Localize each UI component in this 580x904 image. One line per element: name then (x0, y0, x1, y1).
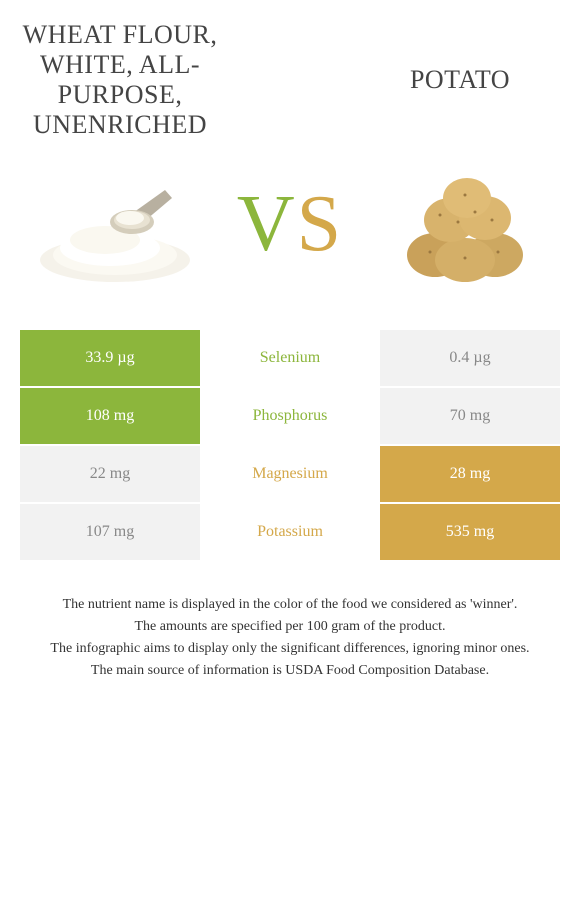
titles-row: Wheat flour, white, all-purpose, unenric… (20, 20, 560, 140)
table-row: 22 mg Magnesium 28 mg (20, 446, 560, 502)
flour-image (30, 160, 200, 290)
flour-icon (30, 160, 200, 290)
cell-nutrient-label: Selenium (200, 330, 380, 386)
footnote: The amounts are specified per 100 gram o… (30, 617, 550, 637)
vs-label: VS (237, 179, 343, 270)
infographic-container: Wheat flour, white, all-purpose, unenric… (0, 0, 580, 904)
cell-left-value: 107 mg (20, 504, 200, 560)
table-row: 107 mg Potassium 535 mg (20, 504, 560, 560)
vs-s: S (297, 180, 344, 268)
table-row: 33.9 µg Selenium 0.4 µg (20, 330, 560, 386)
footnote: The infographic aims to display only the… (30, 639, 550, 659)
cell-right-value: 0.4 µg (380, 330, 560, 386)
cell-nutrient-label: Magnesium (200, 446, 380, 502)
vs-row: VS (20, 160, 560, 290)
potato-icon (380, 160, 550, 290)
footnote: The nutrient name is displayed in the co… (30, 595, 550, 615)
cell-right-value: 535 mg (380, 504, 560, 560)
title-left: Wheat flour, white, all-purpose, unenric… (20, 20, 220, 140)
footnotes: The nutrient name is displayed in the co… (20, 595, 560, 682)
cell-nutrient-label: Potassium (200, 504, 380, 560)
vs-v: V (237, 180, 297, 268)
cell-right-value: 70 mg (380, 388, 560, 444)
table-row: 108 mg Phosphorus 70 mg (20, 388, 560, 444)
cell-nutrient-label: Phosphorus (200, 388, 380, 444)
potato-image (380, 160, 550, 290)
cell-right-value: 28 mg (380, 446, 560, 502)
cell-left-value: 33.9 µg (20, 330, 200, 386)
nutrient-table: 33.9 µg Selenium 0.4 µg 108 mg Phosphoru… (20, 330, 560, 560)
footnote: The main source of information is USDA F… (30, 661, 550, 681)
cell-left-value: 108 mg (20, 388, 200, 444)
cell-left-value: 22 mg (20, 446, 200, 502)
title-right: Potato (360, 65, 560, 95)
